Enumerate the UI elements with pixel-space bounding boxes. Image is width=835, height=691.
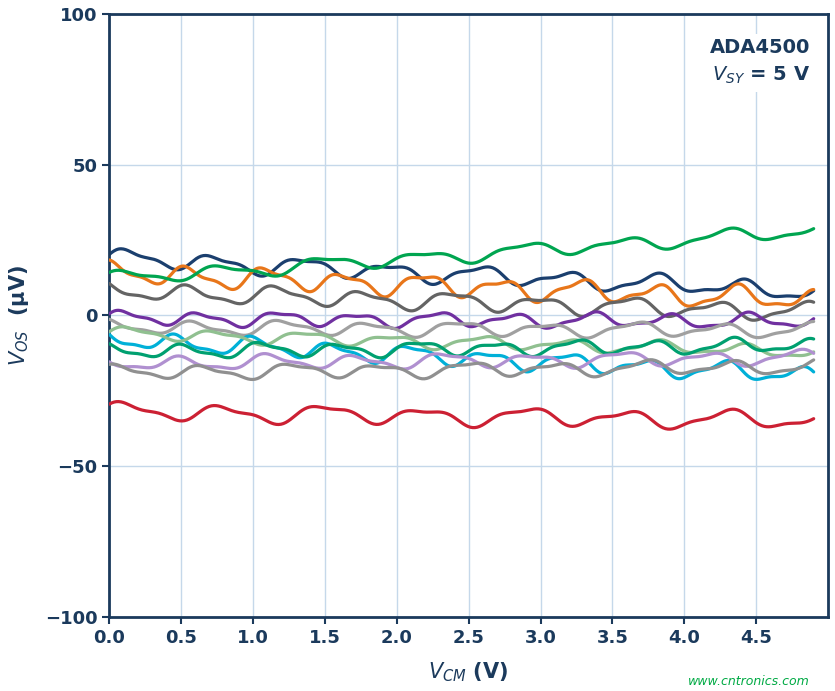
- X-axis label: $V_{CM}$ (V): $V_{CM}$ (V): [428, 661, 509, 684]
- Y-axis label: $V_{OS}$  (μV): $V_{OS}$ (μV): [7, 265, 31, 366]
- Text: ADA4500
$V_{SY}$ = 5 V: ADA4500 $V_{SY}$ = 5 V: [710, 38, 810, 86]
- Text: www.cntronics.com: www.cntronics.com: [688, 674, 810, 688]
